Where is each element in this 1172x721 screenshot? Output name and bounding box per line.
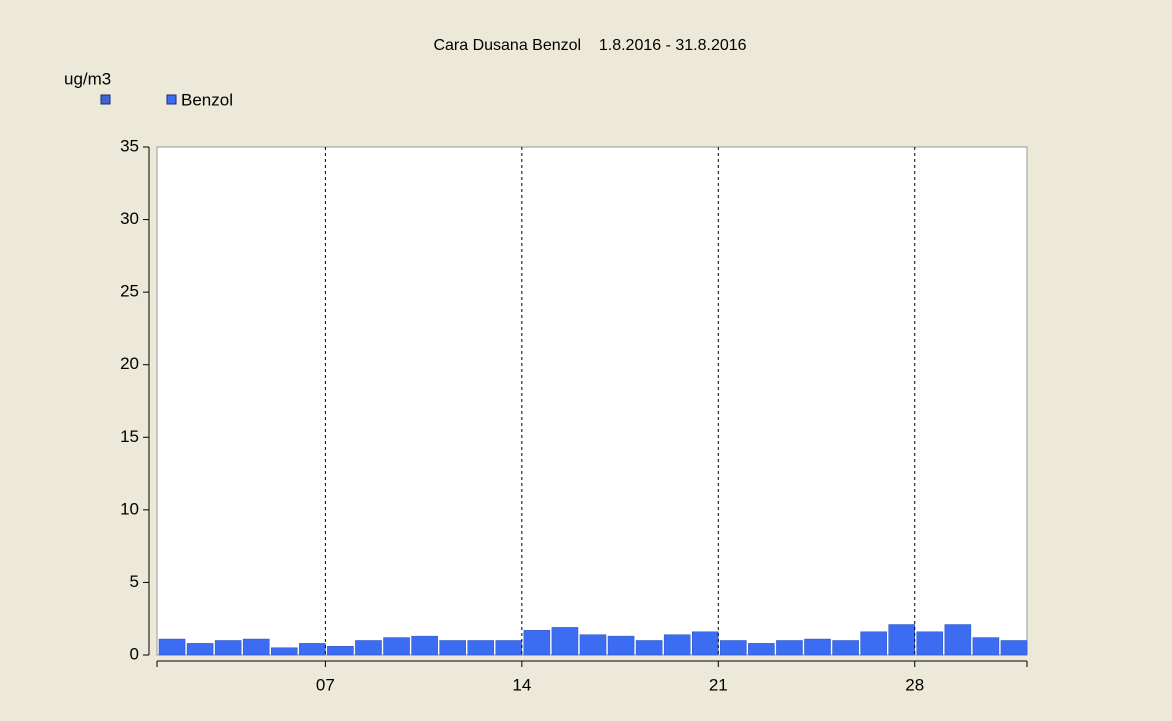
x-tick-label: 28	[905, 675, 924, 694]
bar	[186, 643, 214, 656]
y-tick-label: 30	[120, 209, 139, 228]
bar	[888, 624, 915, 656]
bar	[214, 640, 242, 656]
bar	[944, 624, 972, 656]
bar	[579, 634, 607, 656]
bar	[551, 627, 579, 656]
bar	[972, 637, 1000, 656]
bar	[720, 640, 747, 656]
bar	[635, 640, 663, 656]
bar	[663, 634, 691, 656]
bar	[860, 631, 887, 656]
y-tick-label: 5	[130, 572, 139, 591]
x-tick-label: 21	[709, 675, 728, 694]
bar	[916, 631, 944, 656]
bar	[299, 643, 326, 656]
y-tick-label: 35	[120, 136, 139, 155]
bar	[467, 640, 495, 656]
y-tick-label: 25	[120, 282, 139, 301]
bar	[804, 638, 831, 656]
plot-area	[156, 146, 1028, 656]
x-tick-label: 07	[316, 675, 335, 694]
y-tick-label: 15	[120, 427, 139, 446]
bar	[242, 638, 270, 656]
chart-title: Cara Dusana Benzol 1.8.2016 - 31.8.2016	[433, 37, 746, 54]
bar	[748, 643, 775, 656]
legend-swatch	[166, 94, 177, 105]
bar	[271, 647, 298, 656]
legend-label: Benzol	[181, 90, 233, 109]
x-tick-label: 14	[512, 675, 531, 694]
bar	[776, 640, 803, 656]
bar	[523, 630, 551, 656]
y-axis-label: ug/m3	[64, 69, 111, 88]
bar	[495, 640, 523, 656]
bar	[832, 640, 859, 656]
bar	[607, 635, 635, 656]
bar	[158, 638, 186, 656]
y-tick-label: 0	[130, 644, 139, 663]
bar	[327, 646, 354, 656]
legend-swatch	[100, 94, 111, 105]
bar	[691, 631, 719, 656]
y-tick-label: 20	[120, 354, 139, 373]
bar	[355, 640, 382, 656]
y-tick-label: 10	[120, 499, 139, 518]
bar	[383, 637, 410, 656]
bar	[1000, 640, 1028, 656]
bar	[439, 640, 466, 656]
bar	[411, 635, 438, 656]
